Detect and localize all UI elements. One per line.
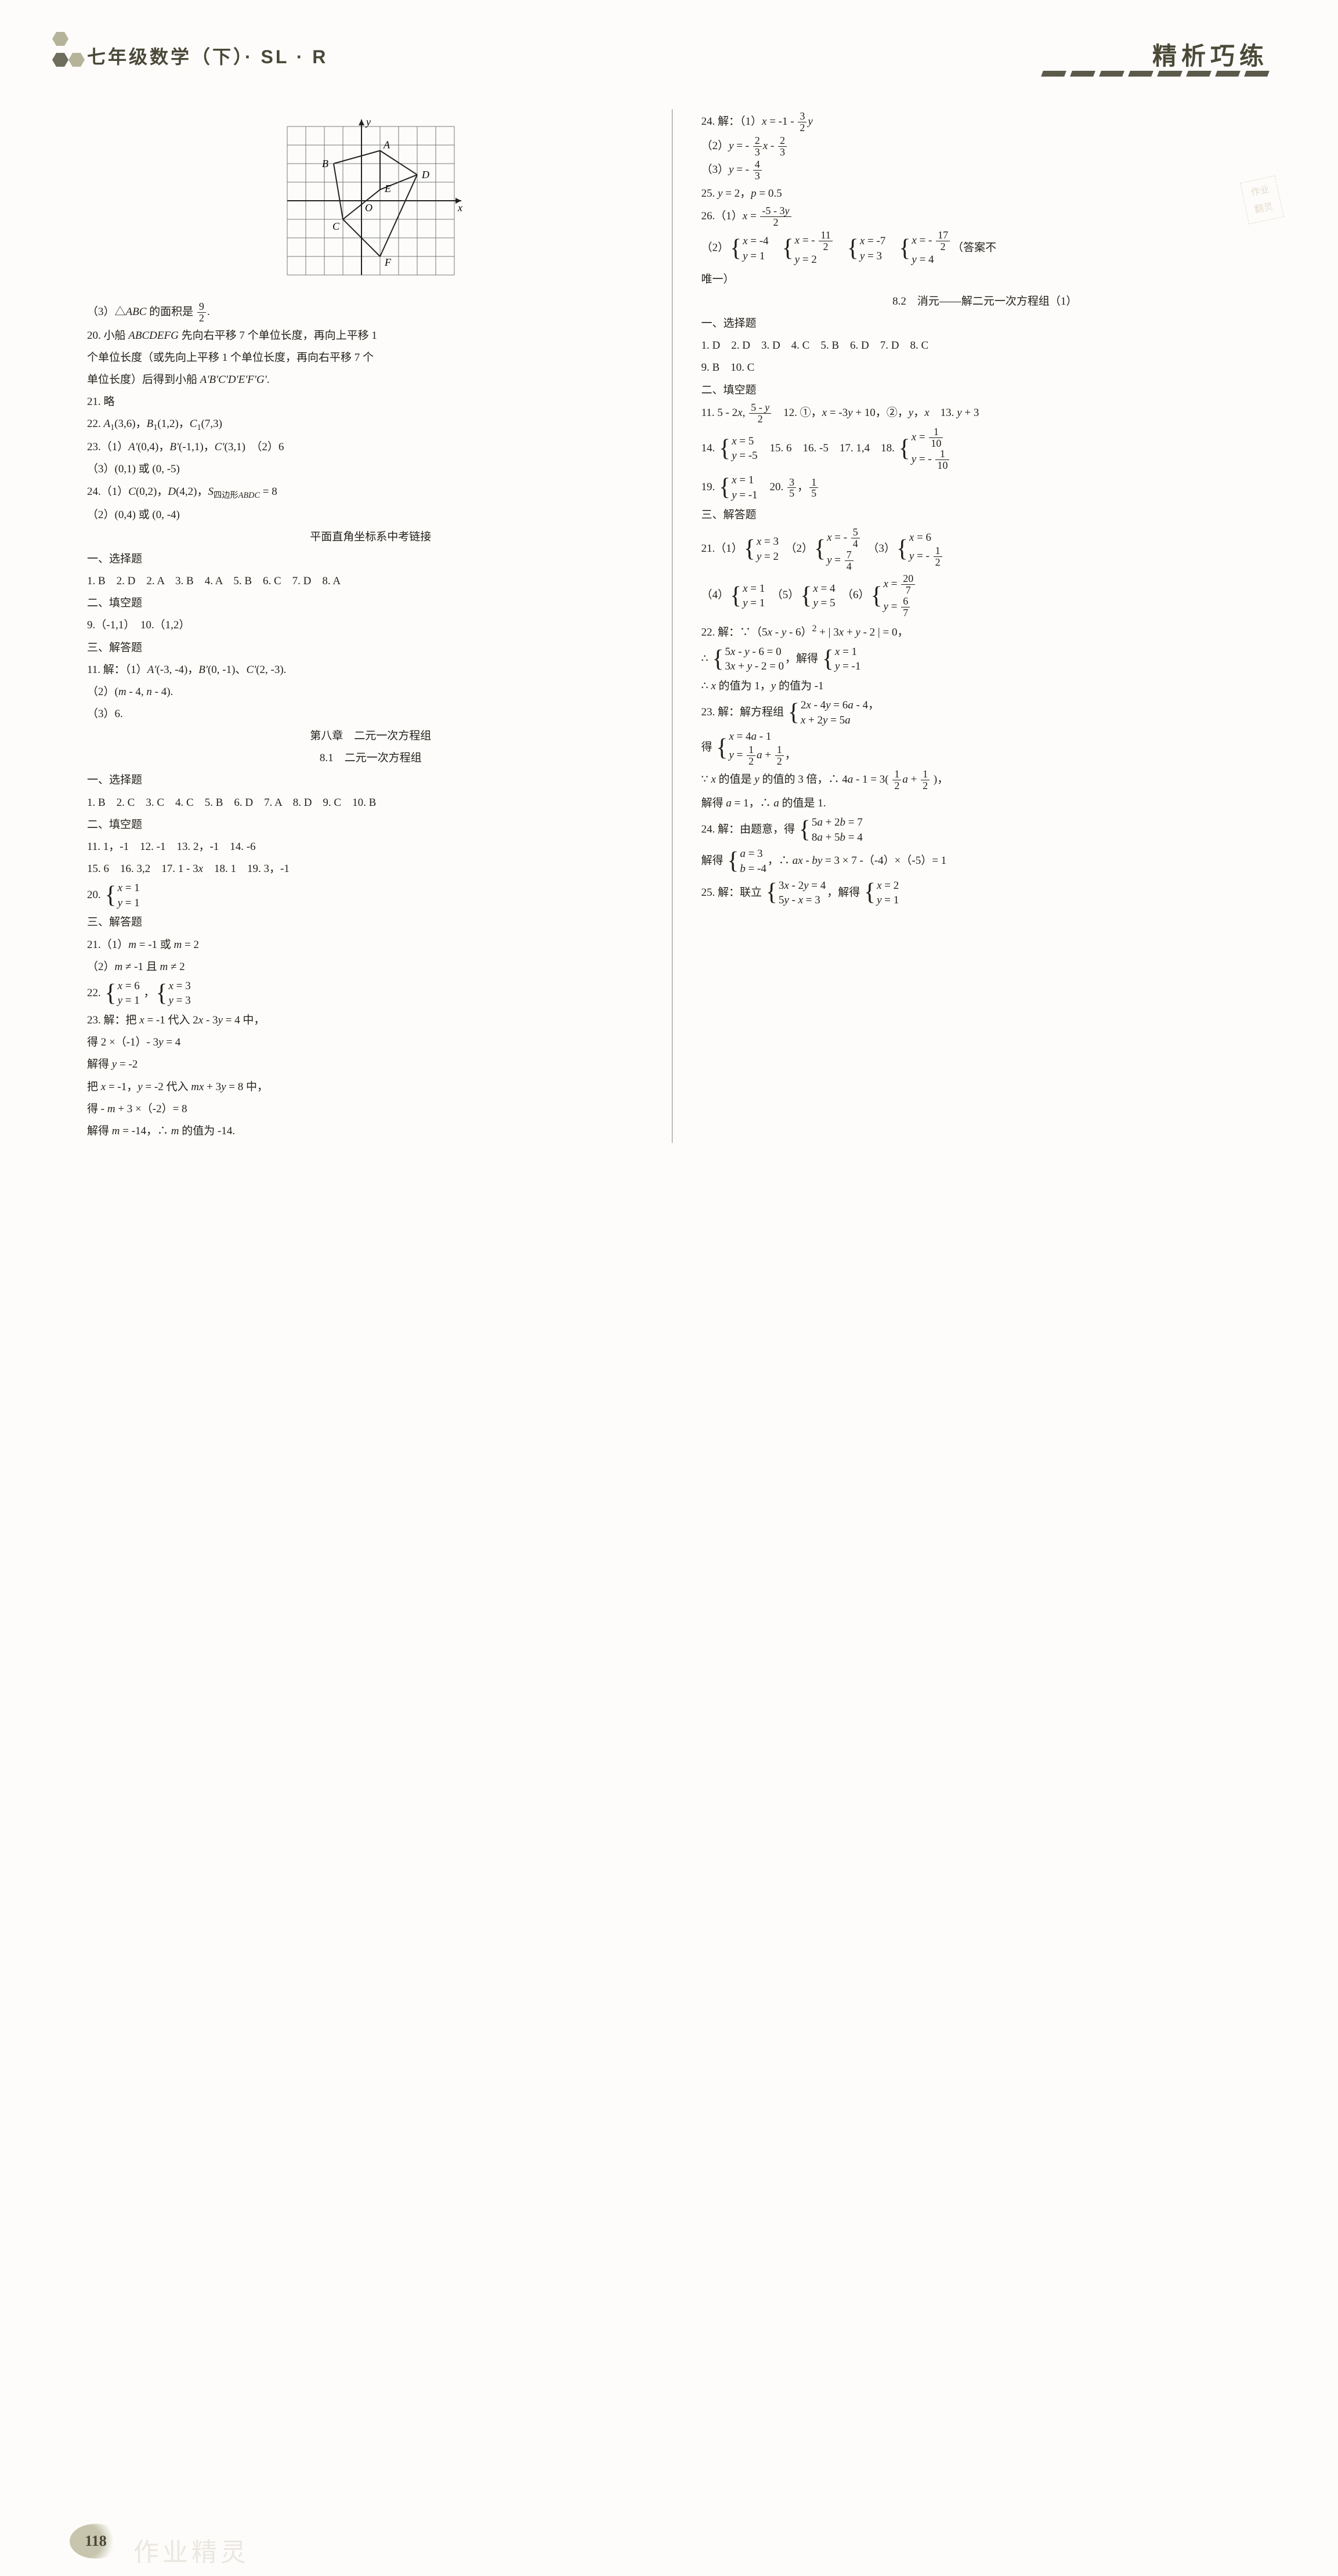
text-line: 22. x = 6y = 1 ，x = 3y = 3 [87,979,654,1008]
text-line: 26.（1）x = -5 - 3y2 [701,205,1269,228]
text-line: 三、解答题 [701,505,1269,525]
text-line: 23. 解：解方程组 2x - 4y = 6a - 4，x + 2y = 5a [701,698,1269,728]
text-line: 一、选择题 [701,313,1269,334]
text-line: 24. 解：（1）x = -1 - 32y [701,111,1269,133]
text-line: 24.（1）C(0,2)，D(4,2)，S四边形ABDC = 8 [87,482,654,503]
text-line: （3）(0,1) 或 (0, -5) [87,459,654,479]
text-line: 解得 a = 1，∴ a 的值是 1. [701,793,1269,813]
text-line: 1. B 2. D 2. A 3. B 4. A 5. B 6. C 7. D … [87,571,654,591]
svg-text:B: B [322,158,328,169]
left-column: y x O A B C D E F （3）△ABC 的面积是 92.20. 小船 ABCDEFG … [87,109,672,1143]
text-line: 二、填空题 [701,380,1269,400]
section-heading: 8.2 消元——解二元一次方程组（1） [701,291,1269,312]
text-line: 单位长度）后得到小船 A'B'C'D'E'F'G'. [87,370,654,390]
svg-text:O: O [365,202,373,214]
text-line: 解得 y = -2 [87,1054,654,1074]
text-line: 三、解答题 [87,638,654,658]
text-line: （3）y = - 43 [701,159,1269,182]
text-line: ∴ x 的值为 1，y 的值为 -1 [701,676,1269,696]
text-line: 11. 1，-1 12. -1 13. 2，-1 14. -6 [87,837,654,857]
text-line: 个单位长度（或先向上平移 1 个单位长度，再向右平移 7 个 [87,348,654,368]
header-left-title: 七年级数学（下）· SL · R [87,40,328,74]
svg-text:C: C [332,220,340,232]
hex-decoration [52,32,85,74]
content-columns: y x O A B C D E F （3）△ABC 的面积是 92.20. 小船 ABCDEFG … [87,109,1268,1143]
watermark: 作业精灵 [133,2529,249,2576]
text-line: 得 2 ×（-1）- 3y = 4 [87,1032,654,1052]
svg-text:y: y [365,116,371,128]
text-line: 解得 a = 3b = -4，∴ ax - by = 3 × 7 -（-4）×（… [701,846,1269,876]
text-line: 21. 略 [87,392,654,412]
text-line: （2）m ≠ -1 且 m ≠ 2 [87,957,654,977]
text-line: 25. y = 2，p = 0.5 [701,183,1269,204]
text-line: ∴ 5x - y - 6 = 03x + y - 2 = 0，解得 x = 1y… [701,645,1269,674]
page-number: 118 [70,2524,122,2559]
text-line: 23. 解：把 x = -1 代入 2x - 3y = 4 中， [87,1010,654,1030]
text-line: 21.（1）m = -1 或 m = 2 [87,935,654,955]
text-line: （2）y = - 23x - 23 [701,135,1269,158]
text-line: 1. D 2. D 3. D 4. C 5. B 6. D 7. D 8. C [701,335,1269,356]
text-line: （2）(0,4) 或 (0, -4) [87,505,654,525]
text-line: 一、选择题 [87,549,654,569]
text-line: 23.（1）A'(0,4)，B'(-1,1)，C'(3,1) （2）6 [87,437,654,457]
section-heading: 平面直角坐标系中考链接 [87,527,654,547]
section-heading: 8.1 二元一次方程组 [87,748,654,768]
text-line: 19. x = 1y = -1 20. 35，15 [701,473,1269,502]
right-column: 24. 解：（1）x = -1 - 32y（2）y = - 23x - 23（3… [696,109,1269,1143]
coordinate-graph: y x O A B C D E F [276,115,466,287]
text-line: 1. B 2. C 3. C 4. C 5. B 6. D 7. A 8. D … [87,793,654,813]
text-line: 11. 解：（1）A'(-3, -4)，B'(0, -1)、C'(2, -3). [87,660,654,680]
text-line: 25. 解：联立 3x - 2y = 45y - x = 3，解得 x = 2y… [701,878,1269,908]
graph-figure: y x O A B C D E F [87,115,654,287]
section-heading: 第八章 二元一次方程组 [87,726,654,746]
text-line: （3）△ABC 的面积是 92. [87,301,654,324]
text-line: 11. 5 - 2x, 5 - y2 12. ①，x = -3y + 10，②，… [701,402,1269,425]
text-line: （2）x = -4y = 1 x = - 112y = 2 x = -7y = … [701,230,1269,267]
text-line: （2）(m - 4, n - 4). [87,682,654,702]
text-line: 24. 解：由题意，得 5a + 2b = 78a + 5b = 4 [701,815,1269,845]
svg-text:x: x [457,202,462,214]
svg-text:F: F [384,256,392,268]
text-line: 得 - m + 3 ×（-2）= 8 [87,1099,654,1119]
text-line: 21.（1）x = 3y = 2 （2）x = - 54y = 74 （3）x … [701,527,1269,572]
text-line: 二、填空题 [87,815,654,835]
text-line: ∵ x 的值是 y 的值的 3 倍，∴ 4a - 1 = 3( 12a + 12… [701,769,1269,791]
text-line: 22. A1(3,6)，B1(1,2)，C1(7,3) [87,414,654,435]
text-line: 二、填空题 [87,593,654,613]
text-line: 三、解答题 [87,912,654,932]
svg-text:D: D [421,169,429,180]
text-line: （4）x = 1y = 1 （5）x = 4y = 5 （6）x = 207y … [701,573,1269,618]
text-line: 20. x = 1y = 1 [87,881,654,910]
text-line: 把 x = -1，y = -2 代入 mx + 3y = 8 中， [87,1077,654,1097]
text-line: 唯一） [701,269,1269,290]
svg-text:E: E [384,182,391,194]
page-header: 七年级数学（下）· SL · R 精析巧练 [87,35,1268,80]
text-line: 14. x = 5y = -5 15. 6 16. -5 17. 1,4 18.… [701,426,1269,472]
text-line: 20. 小船 ABCDEFG 先向右平移 7 个单位长度，再向上平移 1 [87,325,654,346]
text-line: 得 x = 4a - 1y = 12a + 12， [701,729,1269,767]
text-line: 22. 解：∵（5x - y - 6）2 + | 3x + y - 2 | = … [701,620,1269,642]
text-line: 15. 6 16. 3,2 17. 1 - 3x 18. 1 19. 3，-1 [87,859,654,879]
text-line: 9.（-1,1） 10.（1,2） [87,615,654,635]
text-line: 9. B 10. C [701,357,1269,378]
text-line: 解得 m = -14，∴ m 的值为 -14. [87,1121,654,1141]
text-line: 一、选择题 [87,770,654,790]
svg-text:A: A [383,139,390,150]
text-line: （3）6. [87,704,654,724]
dash-decoration [1042,71,1268,77]
